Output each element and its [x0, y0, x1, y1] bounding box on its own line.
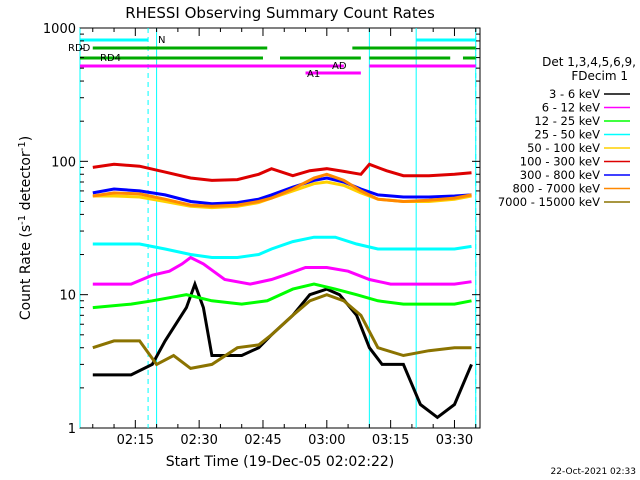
status-label-ad: AD — [332, 61, 347, 72]
legend-label-3: 25 - 50 keV — [534, 128, 600, 142]
chart-title: RHESSI Observing Summary Count Rates — [125, 4, 435, 22]
series-line-5 — [92, 162, 472, 182]
plot-frame — [79, 27, 481, 429]
legend-label-7: 800 - 7000 keV — [512, 182, 600, 196]
axis-ticks: 02:15 02:30 02:45 03:00 03:15 03:30 1 10 100 1000 — [43, 22, 480, 448]
x-tick-label-3: 03:00 — [308, 433, 345, 448]
legend-label-8: 7000 - 15000 keV — [498, 195, 600, 209]
x-tick-label-1: 02:30 — [180, 433, 217, 448]
status-label-rd4: RD4 — [100, 53, 121, 64]
plot-marks: N RDD RD4 AD A1 — [68, 28, 477, 428]
y-tick-label-3: 1000 — [43, 22, 76, 37]
series-line-6 — [92, 176, 472, 206]
y-tick-label-0: 1 — [68, 422, 76, 437]
legend-label-0: 3 - 6 keV — [549, 87, 600, 101]
status-label-n: N — [158, 35, 165, 46]
x-axis-label: Start Time (19-Dec-05 02:02:22) — [166, 454, 394, 470]
timestamp: 22-Oct-2021 02:33 — [551, 467, 636, 477]
legend-header-line2: FDecim 1 — [571, 69, 628, 83]
x-tick-label-0: 02:15 — [117, 433, 154, 448]
legend-header-line1: Det 1,3,4,5,6,9, — [542, 55, 636, 69]
series-line-7 — [92, 172, 472, 208]
legend-label-5: 100 - 300 keV — [520, 155, 600, 169]
legend-label-2: 12 - 25 keV — [534, 114, 600, 128]
series-line-8 — [92, 293, 472, 370]
x-tick-label-4: 03:15 — [372, 433, 409, 448]
series-line-1 — [92, 255, 472, 286]
y-tick-label-2: 100 — [51, 155, 76, 170]
series-line-2 — [92, 282, 472, 310]
series-line-3 — [92, 235, 472, 259]
y-axis-label: Count Rate (s-1 detector-1) — [17, 136, 35, 320]
legend-label-6: 300 - 800 keV — [520, 168, 600, 182]
x-tick-label-5: 03:30 — [436, 433, 473, 448]
x-tick-label-2: 02:45 — [244, 433, 281, 448]
y-tick-label-1: 10 — [59, 289, 76, 304]
legend-label-4: 50 - 100 keV — [527, 141, 600, 155]
status-label-rdd: RDD — [68, 43, 91, 54]
legend-label-1: 6 - 12 keV — [542, 101, 600, 115]
status-label-a1: A1 — [307, 69, 320, 80]
